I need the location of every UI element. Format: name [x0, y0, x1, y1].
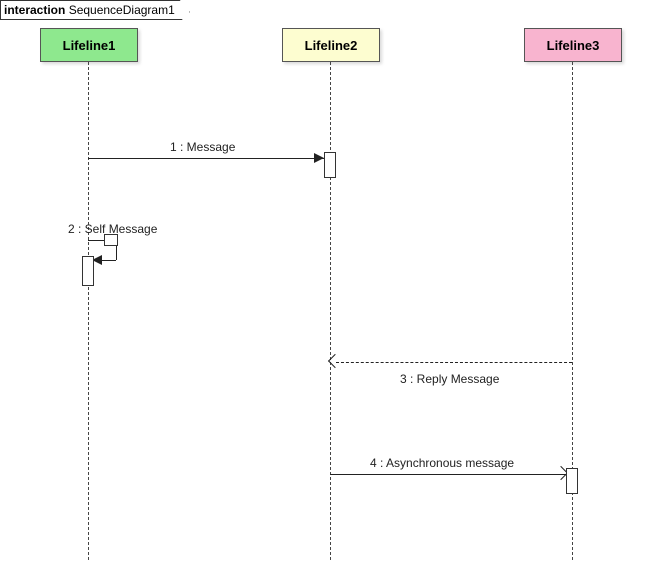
- message-1-arrowhead: [314, 153, 324, 163]
- message-3-line: [336, 362, 572, 363]
- lifeline-head-3: Lifeline3: [524, 28, 622, 62]
- lifeline-line-1: [88, 62, 89, 560]
- lifeline-label: Lifeline3: [547, 38, 600, 53]
- message-1-line: [88, 158, 324, 159]
- activation-l3: [566, 468, 578, 494]
- lifeline-head-1: Lifeline1: [40, 28, 138, 62]
- lifeline-label: Lifeline1: [63, 38, 116, 53]
- message-1-label: 1 : Message: [170, 140, 235, 154]
- activation-l2: [324, 152, 336, 178]
- activation-l1: [82, 256, 94, 286]
- lifeline-label: Lifeline2: [305, 38, 358, 53]
- message-3-label: 3 : Reply Message: [400, 372, 499, 386]
- lifeline-head-2: Lifeline2: [282, 28, 380, 62]
- message-4-label: 4 : Asynchronous message: [370, 456, 514, 470]
- frame-name: SequenceDiagram1: [69, 3, 175, 17]
- frame-tab: interaction SequenceDiagram1: [0, 0, 190, 20]
- lifeline-line-2: [330, 62, 331, 560]
- frame-prefix: interaction: [4, 3, 65, 17]
- sequence-diagram-canvas: interaction SequenceDiagram1 Lifeline1 L…: [0, 0, 655, 564]
- message-4-line: [330, 474, 566, 475]
- message-2-label: 2 : Self Message: [68, 222, 157, 236]
